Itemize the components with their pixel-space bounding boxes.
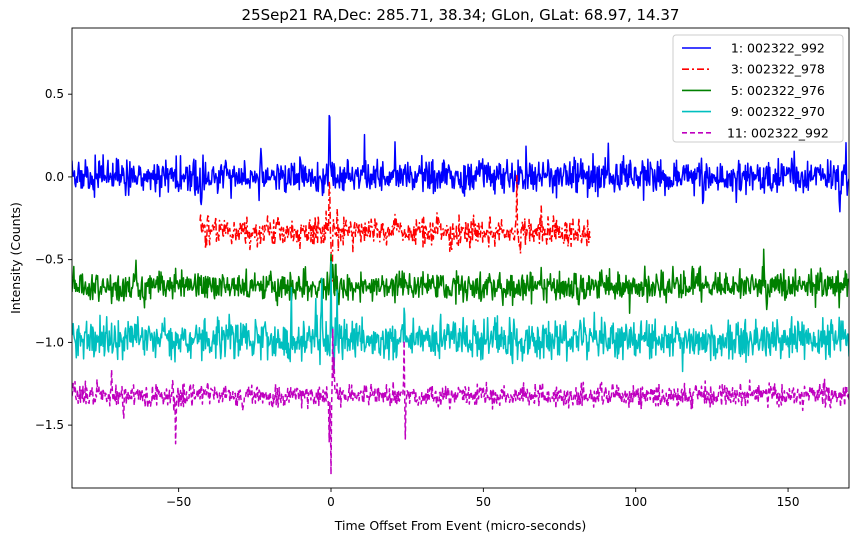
- x-tick-label: 100: [624, 495, 647, 509]
- series-line-1: [72, 114, 849, 213]
- y-axis-title: Intensity (Counts): [8, 202, 23, 314]
- x-axis-title: Time Offset From Event (micro-seconds): [334, 518, 586, 533]
- x-tick-label: −50: [166, 495, 191, 509]
- legend-label: 1: 002322_992: [719, 41, 825, 56]
- series-line-4: [72, 260, 849, 374]
- y-tick-label: −0.5: [35, 253, 64, 267]
- y-tick-label: −1.0: [35, 335, 64, 349]
- y-tick-label: 0.0: [45, 170, 64, 184]
- legend-label: 5: 002322_976: [719, 83, 825, 98]
- legend-label: 9: 002322_970: [719, 104, 825, 119]
- legend-label: 11: 002322_992: [719, 125, 829, 140]
- y-axis: 0.5 0.0 −0.5 −1.0 −1.5: [35, 87, 72, 432]
- legend-label: 3: 002322_978: [719, 62, 825, 77]
- y-tick-label: 0.5: [45, 87, 64, 101]
- series-layer: [72, 114, 849, 476]
- x-axis: −50 0 50 100 150: [166, 488, 800, 509]
- series-line-3: [72, 248, 849, 314]
- x-tick-label: 150: [777, 495, 800, 509]
- legend-box: [672, 34, 844, 143]
- y-tick-label: −1.5: [35, 418, 64, 432]
- x-tick-label: 0: [327, 495, 335, 509]
- legend: 1: 002322_992 3: 002322_978 5: 002322_97…: [672, 34, 844, 143]
- chart-title: 25Sep21 RA,Dec: 285.71, 38.34; GLon, GLa…: [242, 6, 680, 24]
- plot-frame: [71, 27, 850, 489]
- x-tick-label: 50: [476, 495, 491, 509]
- series-line-5: [72, 328, 849, 476]
- series-line-2: [199, 174, 591, 283]
